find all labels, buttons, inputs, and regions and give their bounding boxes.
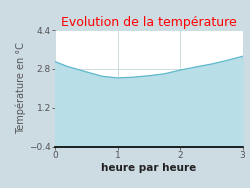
X-axis label: heure par heure: heure par heure (101, 163, 196, 173)
Y-axis label: Température en °C: Température en °C (16, 42, 26, 134)
Title: Evolution de la température: Evolution de la température (61, 16, 236, 29)
